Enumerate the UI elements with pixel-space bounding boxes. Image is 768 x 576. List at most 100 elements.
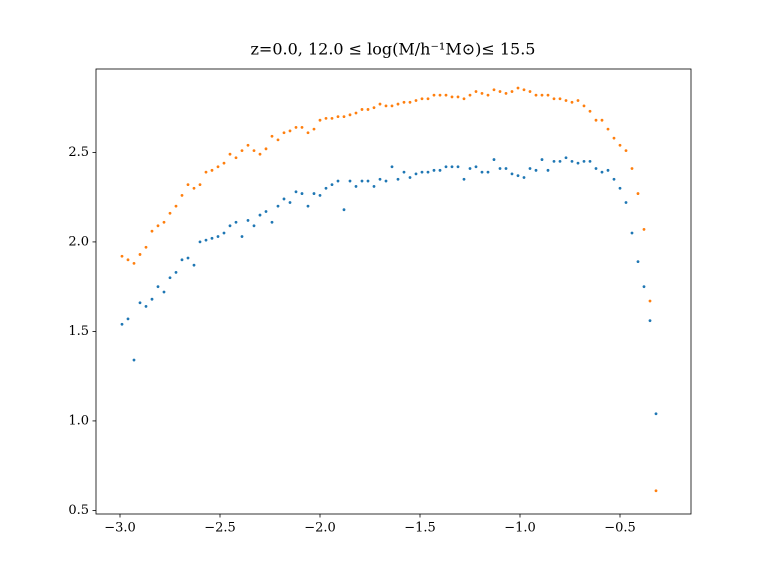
point bbox=[552, 159, 556, 163]
point bbox=[318, 193, 322, 197]
x-tick-label: −3.0 bbox=[104, 521, 136, 536]
point bbox=[306, 131, 310, 135]
point bbox=[654, 489, 658, 493]
point bbox=[582, 159, 586, 163]
point bbox=[486, 93, 490, 97]
point bbox=[186, 183, 190, 187]
point bbox=[432, 93, 436, 97]
point bbox=[234, 220, 238, 224]
point bbox=[600, 118, 604, 122]
point bbox=[204, 170, 208, 174]
point bbox=[558, 159, 562, 163]
point bbox=[546, 168, 550, 172]
point bbox=[396, 102, 400, 106]
point bbox=[384, 104, 388, 108]
point bbox=[624, 149, 628, 153]
point bbox=[300, 192, 304, 195]
point bbox=[402, 100, 406, 104]
point bbox=[270, 220, 274, 224]
point bbox=[264, 210, 268, 213]
point bbox=[180, 193, 184, 197]
point bbox=[486, 170, 490, 174]
point bbox=[444, 165, 448, 169]
point bbox=[474, 165, 478, 169]
x-tick-label: −1.0 bbox=[504, 521, 536, 536]
point bbox=[462, 97, 466, 101]
point bbox=[426, 97, 430, 101]
point bbox=[228, 224, 232, 228]
point bbox=[474, 90, 478, 93]
point bbox=[636, 260, 640, 264]
point bbox=[456, 165, 460, 169]
point bbox=[240, 149, 244, 153]
point bbox=[492, 88, 496, 92]
y-tick-label: 1.5 bbox=[68, 324, 89, 339]
point bbox=[438, 168, 442, 172]
point bbox=[258, 152, 262, 156]
x-tick-label: −0.5 bbox=[604, 521, 636, 536]
point bbox=[318, 118, 322, 122]
point bbox=[354, 185, 358, 188]
point bbox=[222, 231, 226, 235]
point bbox=[630, 231, 634, 235]
point bbox=[618, 186, 622, 190]
point bbox=[612, 177, 616, 181]
point bbox=[168, 276, 172, 280]
point bbox=[504, 91, 508, 95]
point bbox=[624, 201, 628, 204]
point bbox=[618, 143, 622, 147]
point bbox=[648, 299, 652, 303]
point bbox=[132, 358, 136, 362]
point bbox=[342, 115, 346, 119]
point bbox=[294, 125, 298, 129]
point bbox=[426, 170, 430, 174]
x-tick-label: −2.5 bbox=[204, 521, 236, 536]
point bbox=[180, 258, 184, 262]
point bbox=[420, 97, 424, 101]
point bbox=[570, 100, 574, 104]
point bbox=[408, 176, 412, 179]
point bbox=[462, 177, 466, 181]
point bbox=[204, 238, 208, 242]
point bbox=[450, 95, 454, 99]
point bbox=[390, 104, 394, 108]
point bbox=[336, 115, 340, 119]
point bbox=[198, 240, 202, 244]
point bbox=[228, 152, 232, 156]
point bbox=[276, 138, 280, 142]
point bbox=[408, 100, 412, 104]
point bbox=[444, 93, 448, 97]
point bbox=[210, 236, 214, 240]
point bbox=[168, 211, 172, 215]
point bbox=[492, 158, 496, 161]
point bbox=[432, 168, 436, 172]
point bbox=[366, 179, 370, 183]
point bbox=[642, 227, 646, 231]
point bbox=[450, 165, 454, 169]
point bbox=[360, 179, 364, 183]
point bbox=[156, 224, 160, 228]
point bbox=[312, 192, 316, 195]
point bbox=[258, 213, 262, 217]
point bbox=[582, 104, 586, 108]
point bbox=[588, 159, 592, 163]
point bbox=[144, 304, 148, 308]
x-tick-label: −1.5 bbox=[404, 521, 436, 536]
point bbox=[150, 229, 154, 233]
point bbox=[606, 168, 610, 172]
x-tick-label: −2.0 bbox=[304, 521, 336, 536]
point bbox=[360, 108, 364, 111]
point bbox=[528, 167, 532, 170]
point bbox=[546, 93, 550, 97]
y-tick-label: 2.0 bbox=[68, 234, 89, 249]
y-tick-label: 0.5 bbox=[68, 503, 89, 518]
point bbox=[480, 170, 484, 174]
point bbox=[252, 224, 256, 228]
point bbox=[120, 322, 124, 326]
point bbox=[252, 149, 256, 153]
point bbox=[216, 165, 220, 169]
point bbox=[576, 99, 580, 102]
point bbox=[330, 117, 334, 120]
point bbox=[222, 161, 226, 165]
